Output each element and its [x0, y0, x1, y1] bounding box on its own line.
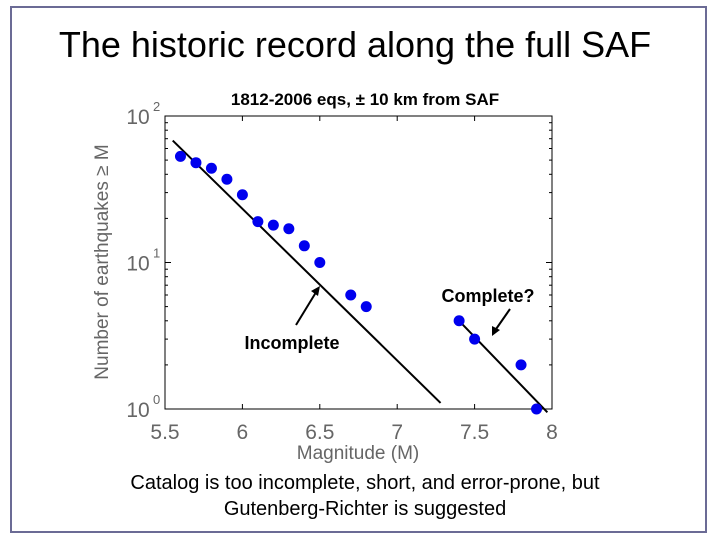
data-points — [174, 150, 543, 415]
complete-arrow-head — [492, 326, 500, 336]
data-point — [314, 257, 326, 268]
incomplete-arrow-head — [311, 286, 320, 296]
y-tick-label-exponent: 0 — [153, 392, 160, 407]
data-point — [531, 403, 543, 415]
data-point — [174, 150, 186, 162]
data-point — [469, 333, 481, 345]
caption-line-1: Catalog is too incomplete, short, and er… — [130, 472, 600, 494]
slide-title: The historic record along the full SAF — [58, 24, 652, 65]
data-point — [298, 240, 310, 252]
y-tick-label-exponent: 2 — [153, 99, 160, 114]
complete-fit-line — [455, 316, 549, 413]
y-tick-label-base: 10 — [126, 106, 149, 129]
chart-title: 1812-2006 eqs, ± 10 km from SAF — [231, 90, 499, 109]
y-tick-label-base: 10 — [126, 399, 149, 422]
incomplete-annotation: Incomplete — [244, 286, 340, 353]
data-point — [283, 223, 295, 235]
incomplete-label: Incomplete — [244, 333, 339, 353]
caption-line-2: Gutenberg-Richter is suggested — [223, 498, 507, 520]
x-axis-label: Magnitude (M) — [297, 443, 420, 464]
data-point — [267, 219, 279, 231]
incomplete-fit-line — [172, 139, 442, 404]
x-tick-label: 7.5 — [460, 421, 489, 444]
x-tick-label: 5.5 — [150, 421, 179, 444]
data-point — [360, 301, 372, 313]
y-tick-label-base: 10 — [126, 253, 149, 276]
caption: Catalog is too incomplete, short, and er… — [40, 470, 690, 522]
x-tick-label: 7 — [391, 421, 403, 444]
data-point — [236, 189, 248, 201]
fit-lines — [172, 139, 549, 413]
incomplete-arrow-shaft — [295, 288, 319, 326]
x-tick-label: 6 — [237, 421, 249, 444]
y-tick-label-exponent: 1 — [153, 246, 160, 261]
complete-annotation: Complete? — [441, 286, 535, 336]
complete-arrow-shaft — [493, 308, 511, 333]
complete-label: Complete? — [441, 286, 534, 306]
x-tick-label: 8 — [546, 421, 558, 444]
data-point — [252, 216, 264, 228]
data-point — [221, 173, 233, 185]
data-point — [205, 162, 217, 174]
axis-ticks: 5.5 6 6.5 7 7.5 8 10 0 10 1 10 2 — [126, 99, 558, 444]
data-point — [190, 157, 202, 169]
data-point — [345, 289, 357, 301]
x-tick-label: 6.5 — [305, 421, 334, 444]
y-axis-label: Number of earthquakes ≥ M — [92, 144, 113, 379]
data-point — [453, 315, 465, 327]
data-point — [515, 359, 527, 371]
plot-area — [164, 115, 553, 410]
